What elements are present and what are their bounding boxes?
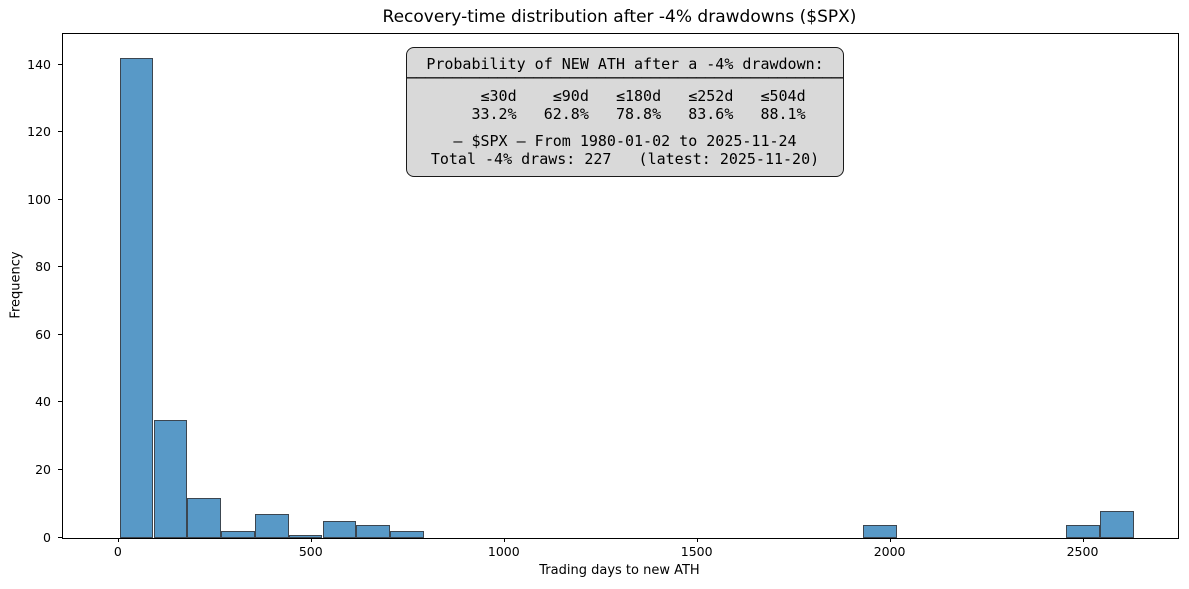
- y-axis-label: Frequency: [8, 251, 24, 319]
- x-tick-label: 0: [113, 544, 122, 559]
- annotation-total-info: Total -4% draws: 227 (latest: 2025-11-20…: [430, 150, 820, 168]
- annotation-thresholds-row: ≤30d ≤90d ≤180d ≤252d ≤504d: [444, 87, 806, 105]
- x-tick-mark: [117, 538, 119, 542]
- y-tick-mark: [58, 468, 62, 470]
- y-tick: 40: [7, 394, 62, 410]
- histogram-bar: [390, 531, 424, 538]
- y-tick: 60: [7, 326, 62, 342]
- y-tick-label: 60: [35, 326, 51, 342]
- x-tick-mark: [696, 538, 698, 542]
- y-tick-mark: [58, 333, 62, 335]
- y-tick-mark: [58, 131, 62, 133]
- y-tick: 140: [7, 56, 62, 72]
- y-tick-label: 0: [43, 529, 51, 545]
- y-tick-label: 20: [35, 461, 51, 477]
- histogram-bar: [254, 514, 289, 538]
- plot-area: Probability of NEW ATH after a -4% drawd…: [62, 33, 1179, 539]
- histogram-bar: [119, 58, 154, 538]
- y-tick: 20: [7, 461, 62, 477]
- x-tick-label: 2000: [873, 544, 906, 559]
- x-tick-mark: [310, 538, 312, 542]
- histogram-bar: [288, 534, 323, 538]
- annotation-box: Probability of NEW ATH after a -4% drawd…: [406, 47, 844, 177]
- x-tick-mark: [889, 538, 891, 542]
- annotation-probabilities-row: 33.2% 62.8% 78.8% 83.6% 88.1%: [444, 105, 806, 123]
- annotation-separator: ────────────────────────────────────────…: [407, 73, 843, 87]
- histogram-bar: [1066, 524, 1100, 538]
- y-axis-ticks: 0 20 40 60 80 100 120 140: [0, 33, 62, 545]
- histogram-bar: [221, 531, 255, 538]
- x-tick-label: 1500: [680, 544, 713, 559]
- x-tick-label: 2500: [1066, 544, 1099, 559]
- x-tick-mark: [503, 538, 505, 542]
- x-tick-label: 500: [298, 544, 323, 559]
- y-tick-mark: [58, 401, 62, 403]
- y-tick: 80: [7, 259, 62, 275]
- y-tick-label: 40: [35, 394, 51, 410]
- histogram-bar: [356, 524, 391, 538]
- y-tick-label: 100: [27, 191, 51, 207]
- histogram-bar: [863, 524, 898, 538]
- histogram-bar: [187, 497, 222, 538]
- y-tick: 0: [7, 529, 62, 545]
- y-tick-label: 80: [35, 259, 51, 275]
- y-tick-mark: [58, 266, 62, 268]
- x-tick-mark: [1082, 538, 1084, 542]
- y-tick-mark: [58, 63, 62, 65]
- histogram-bar: [322, 521, 357, 538]
- chart-title: Recovery-time distribution after -4% dra…: [382, 7, 857, 27]
- y-tick-mark: [58, 536, 62, 538]
- annotation-heading: Probability of NEW ATH after a -4% drawd…: [426, 55, 824, 73]
- y-tick: 120: [7, 124, 62, 140]
- histogram-bar: [153, 419, 188, 538]
- histogram-bar: [1099, 511, 1134, 538]
- y-tick-mark: [58, 198, 62, 200]
- x-axis-ticks: 0 500 1000 1500 2000 2500: [62, 538, 1177, 562]
- y-tick: 100: [7, 191, 62, 207]
- x-axis-label: Trading days to new ATH: [539, 563, 700, 578]
- y-tick-label: 140: [27, 56, 51, 72]
- y-tick-label: 120: [27, 124, 51, 140]
- histogram-bars: [63, 34, 1178, 538]
- x-tick-label: 1000: [487, 544, 520, 559]
- annotation-series-info: — $SPX — From 1980-01-02 to 2025-11-24: [453, 132, 797, 150]
